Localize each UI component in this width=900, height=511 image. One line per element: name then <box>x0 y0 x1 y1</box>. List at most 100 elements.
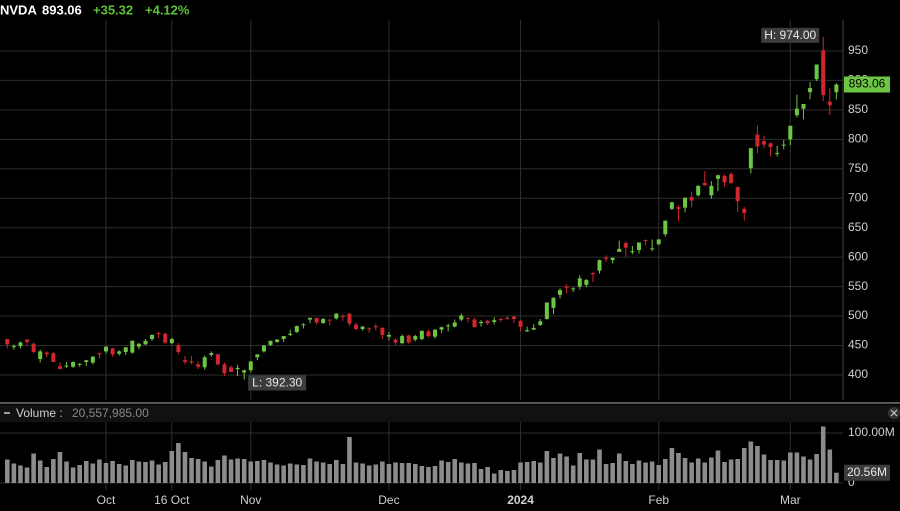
candle-body <box>327 319 332 321</box>
volume-bar <box>274 464 280 483</box>
volume-bar <box>70 467 76 483</box>
candle-body <box>334 313 339 319</box>
candle-body <box>650 248 655 250</box>
candle-body <box>564 286 569 288</box>
volume-bar <box>393 462 398 483</box>
volume-bar <box>623 461 629 483</box>
volume-tick-label: 0 <box>848 475 855 489</box>
candle-body <box>169 339 174 344</box>
candle-body <box>182 360 187 363</box>
candle-body <box>235 367 240 370</box>
candle-body <box>689 197 694 201</box>
candle-body <box>143 340 148 345</box>
candle-body <box>123 347 128 352</box>
candle-body <box>623 243 628 248</box>
y-tick-label: 700 <box>848 190 868 204</box>
candle-body <box>808 88 813 93</box>
volume-value: 20,557,985.00 <box>72 406 149 420</box>
candle-body <box>294 326 299 332</box>
candle-body <box>5 339 10 345</box>
volume-bar <box>590 459 596 483</box>
y-tick-label: 850 <box>848 102 868 116</box>
candle-body <box>248 361 253 371</box>
candle-body <box>433 329 437 337</box>
candle-body <box>25 339 30 342</box>
volume-bar <box>301 465 306 483</box>
candle-body <box>11 346 16 348</box>
volume-bar <box>834 472 839 483</box>
candle-body <box>768 143 773 147</box>
candle-body <box>485 320 490 324</box>
volume-bar <box>235 458 240 483</box>
volume-bar <box>702 462 708 483</box>
volume-tick-label: 100.00M <box>848 425 895 439</box>
close-icon-x <box>890 409 898 417</box>
volume-bar <box>255 461 260 483</box>
candle-body <box>643 240 648 242</box>
candle-body <box>196 364 201 367</box>
candle-body <box>90 356 95 363</box>
candle-body <box>498 318 503 320</box>
volume-bar <box>551 458 556 483</box>
volume-bar <box>722 462 727 483</box>
volume-bar <box>505 471 510 483</box>
candle-body <box>314 317 319 323</box>
volume-bar <box>524 462 530 483</box>
volume-bar <box>820 426 826 483</box>
candle-body <box>669 202 674 209</box>
volume-bar <box>11 463 17 483</box>
price-change: +35.32 <box>93 2 133 17</box>
volume-bar <box>162 462 168 483</box>
volume-bar <box>735 459 740 483</box>
candle-body <box>762 141 766 145</box>
volume-bar <box>485 467 490 483</box>
volume-bar <box>557 453 563 483</box>
candle-body <box>525 330 530 332</box>
candle-body <box>781 144 786 146</box>
volume-bar <box>807 459 813 483</box>
candle-body <box>104 346 108 352</box>
candle-body <box>636 242 641 251</box>
candle-body <box>709 185 714 196</box>
volume-title: Volume : <box>16 406 63 420</box>
volume-bar <box>366 465 372 483</box>
y-tick-label: 600 <box>848 249 868 263</box>
x-tick-label: Oct <box>97 493 116 507</box>
candle-body <box>413 336 418 340</box>
volume-bar <box>610 463 615 483</box>
volume-bar <box>261 460 267 483</box>
candle-body <box>242 370 247 373</box>
volume-bar <box>630 464 635 483</box>
volume-bar <box>228 459 234 483</box>
annotation-label: H: 974.00 <box>764 28 816 42</box>
volume-bar <box>748 441 754 483</box>
candle-body <box>492 320 497 322</box>
candle-body <box>57 366 62 370</box>
candle-body <box>354 324 359 330</box>
candle-body <box>18 342 23 347</box>
volume-bar <box>143 462 148 483</box>
candle-body <box>340 316 345 318</box>
volume-bar <box>116 464 122 483</box>
volume-bar <box>432 466 438 483</box>
volume-bar <box>761 454 767 483</box>
volume-bar <box>695 458 701 483</box>
candle-body <box>209 353 214 355</box>
volume-bar <box>5 459 10 483</box>
candle-body <box>696 185 701 196</box>
candle-body <box>373 326 378 328</box>
labels-layer: Oct 16 Oct Nov Dec 2024 Feb Mar 400 450 500 550 600… <box>97 27 895 507</box>
volume-bar <box>176 443 181 483</box>
candle-body <box>71 362 76 367</box>
volume-bar <box>380 461 385 483</box>
volume-bar <box>465 463 471 483</box>
volume-bar <box>208 466 214 483</box>
volume-bar <box>182 452 188 483</box>
y-tick-label: 650 <box>848 220 868 234</box>
candle-body <box>748 148 753 169</box>
volume-bar <box>669 448 675 483</box>
candle-body <box>268 340 273 345</box>
volume-bar <box>51 459 56 483</box>
volume-bar <box>544 451 550 483</box>
